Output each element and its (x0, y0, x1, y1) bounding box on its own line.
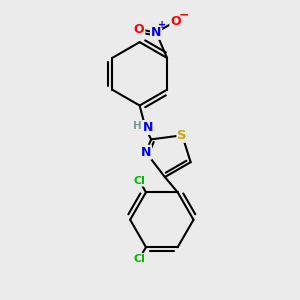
Text: Cl: Cl (133, 176, 145, 186)
Text: H: H (133, 121, 142, 131)
Text: S: S (177, 129, 187, 142)
Text: O: O (170, 15, 181, 28)
Text: +: + (158, 20, 166, 30)
Text: N: N (143, 121, 153, 134)
Text: Cl: Cl (133, 254, 145, 264)
Text: −: − (179, 9, 189, 22)
Text: N: N (141, 146, 151, 159)
Text: N: N (151, 26, 161, 39)
Text: O: O (134, 23, 144, 36)
